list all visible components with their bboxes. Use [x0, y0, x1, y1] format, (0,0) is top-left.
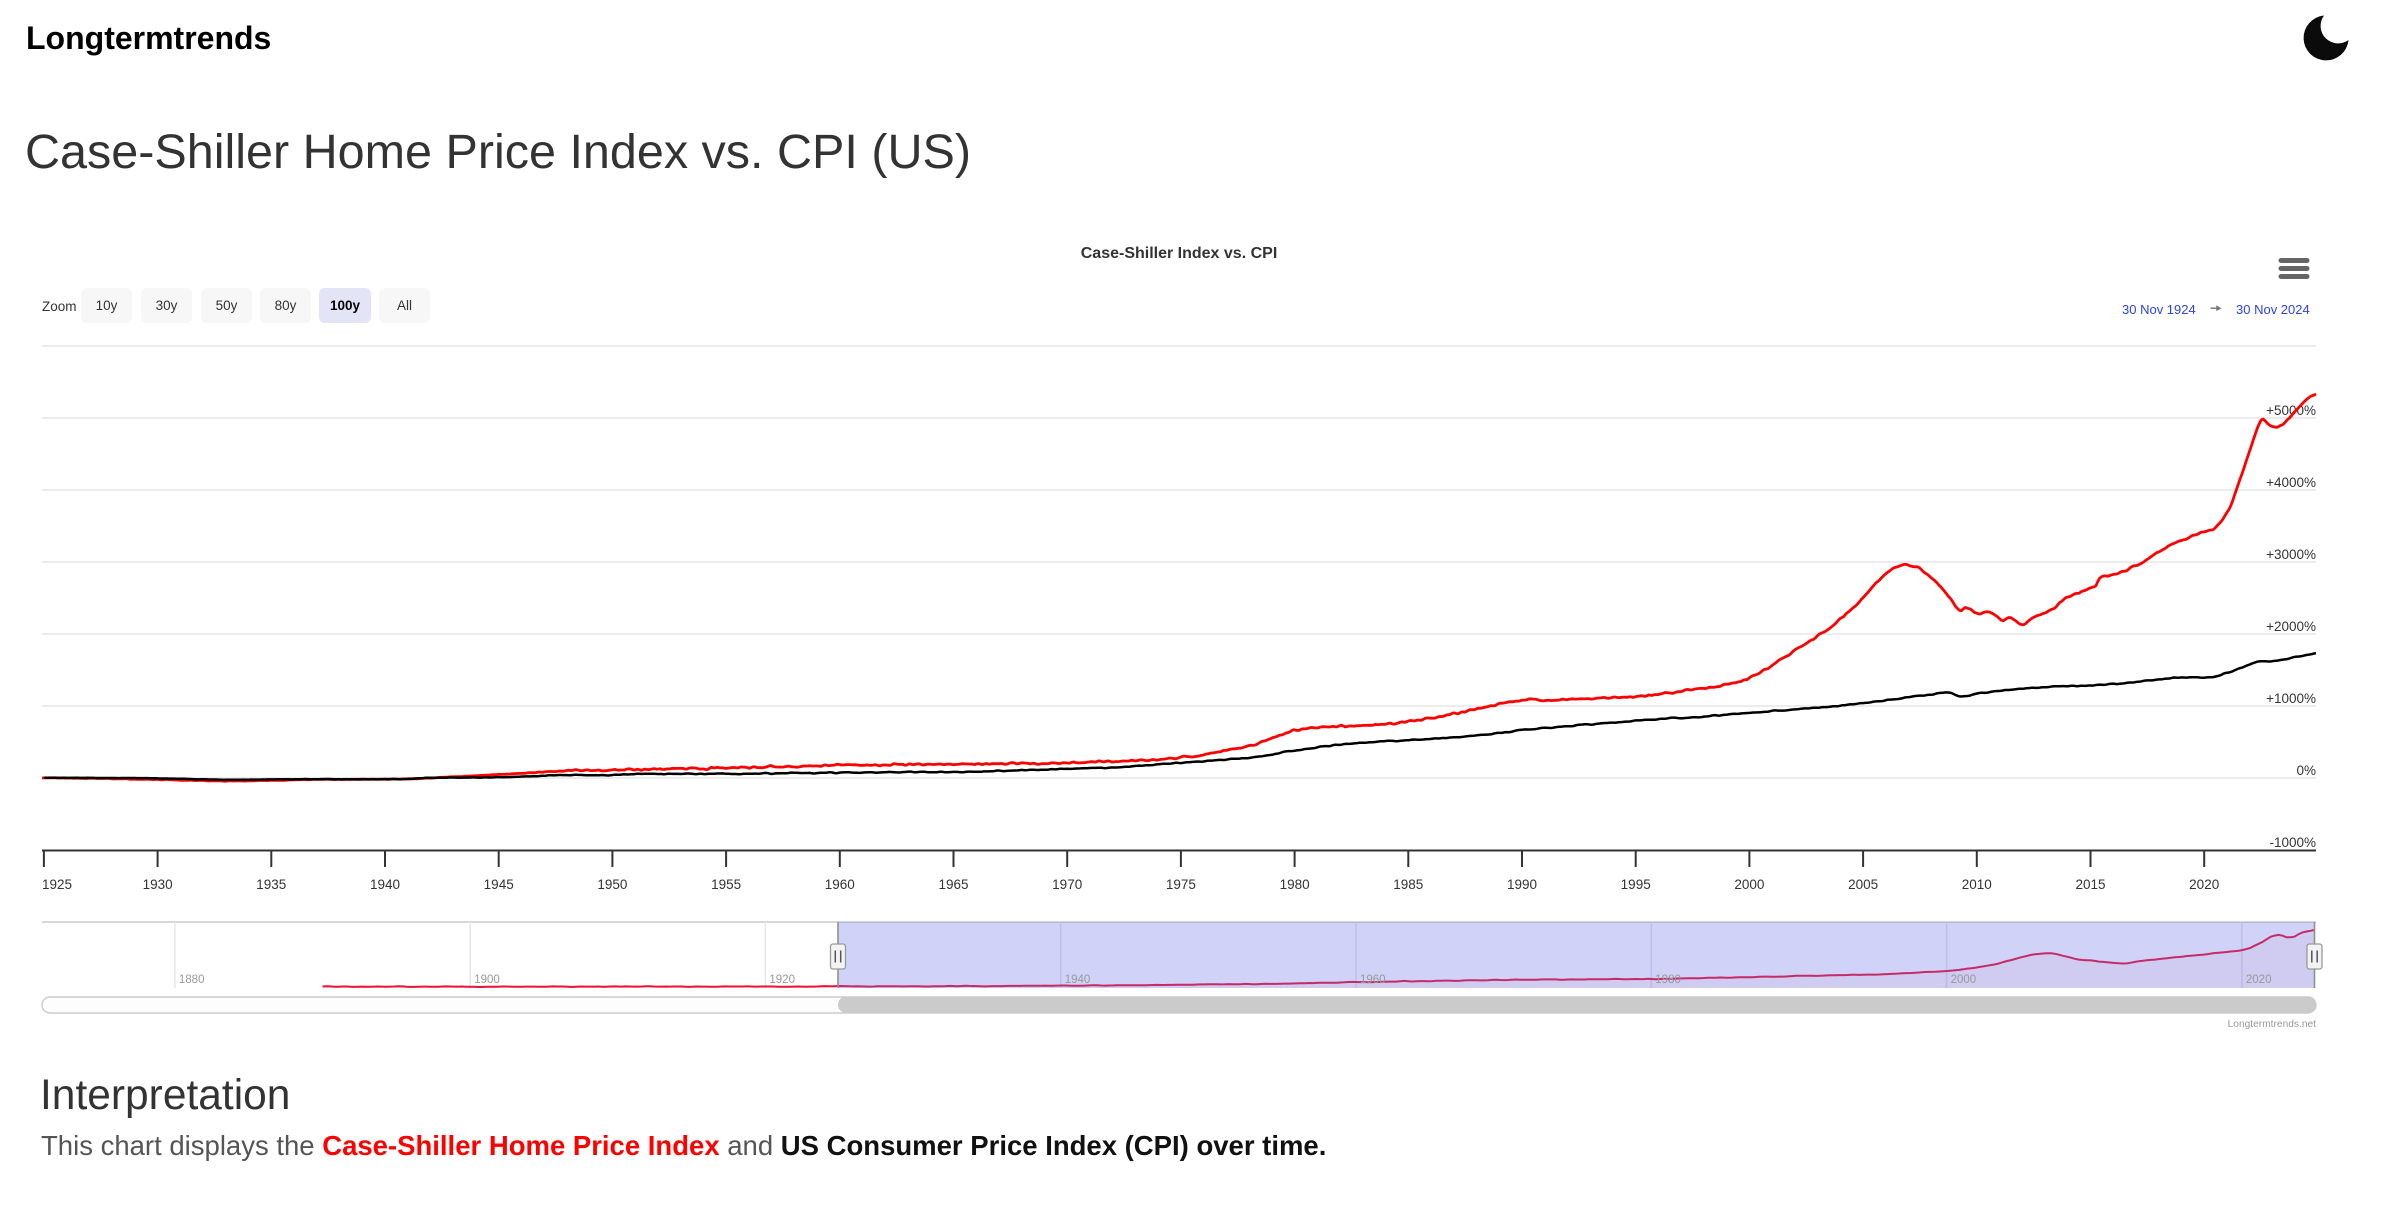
svg-text:1980: 1980 — [1655, 974, 1681, 986]
svg-text:+3000%: +3000% — [2266, 547, 2316, 562]
svg-text:1955: 1955 — [711, 877, 741, 892]
svg-text:Longtermtrends.net: Longtermtrends.net — [2228, 1019, 2317, 1030]
svg-text:1985: 1985 — [1393, 877, 1423, 892]
svg-text:1945: 1945 — [484, 877, 514, 892]
svg-text:Case-Shiller Index vs. CPI: Case-Shiller Index vs. CPI — [1081, 245, 1278, 262]
svg-text:+2000%: +2000% — [2266, 619, 2316, 634]
svg-text:1960: 1960 — [825, 877, 855, 892]
svg-text:+5000%: +5000% — [2266, 403, 2316, 418]
svg-text:1925: 1925 — [42, 877, 72, 892]
svg-text:2020: 2020 — [2246, 974, 2272, 986]
svg-text:1930: 1930 — [143, 877, 173, 892]
svg-text:1960: 1960 — [1360, 974, 1386, 986]
svg-text:2000: 2000 — [1734, 877, 1764, 892]
svg-text:1970: 1970 — [1052, 877, 1082, 892]
svg-text:2005: 2005 — [1848, 877, 1878, 892]
svg-text:1975: 1975 — [1166, 877, 1196, 892]
svg-text:1900: 1900 — [474, 974, 500, 986]
svg-text:2015: 2015 — [2075, 877, 2105, 892]
svg-text:1920: 1920 — [769, 974, 795, 986]
svg-text:2020: 2020 — [2189, 877, 2219, 892]
svg-text:1995: 1995 — [1621, 877, 1651, 892]
svg-text:1965: 1965 — [938, 877, 968, 892]
svg-text:2000: 2000 — [1951, 974, 1977, 986]
svg-text:1980: 1980 — [1280, 877, 1310, 892]
svg-text:2010: 2010 — [1962, 877, 1992, 892]
svg-text:-1000%: -1000% — [2269, 835, 2316, 850]
svg-text:1950: 1950 — [597, 877, 627, 892]
svg-text:+4000%: +4000% — [2266, 475, 2316, 490]
svg-text:1935: 1935 — [256, 877, 286, 892]
svg-text:1990: 1990 — [1507, 877, 1537, 892]
svg-text:1880: 1880 — [179, 974, 205, 986]
svg-text:0%: 0% — [2296, 763, 2316, 778]
svg-text:1940: 1940 — [370, 877, 400, 892]
svg-text:1940: 1940 — [1065, 974, 1091, 986]
svg-text:+1000%: +1000% — [2266, 691, 2316, 706]
